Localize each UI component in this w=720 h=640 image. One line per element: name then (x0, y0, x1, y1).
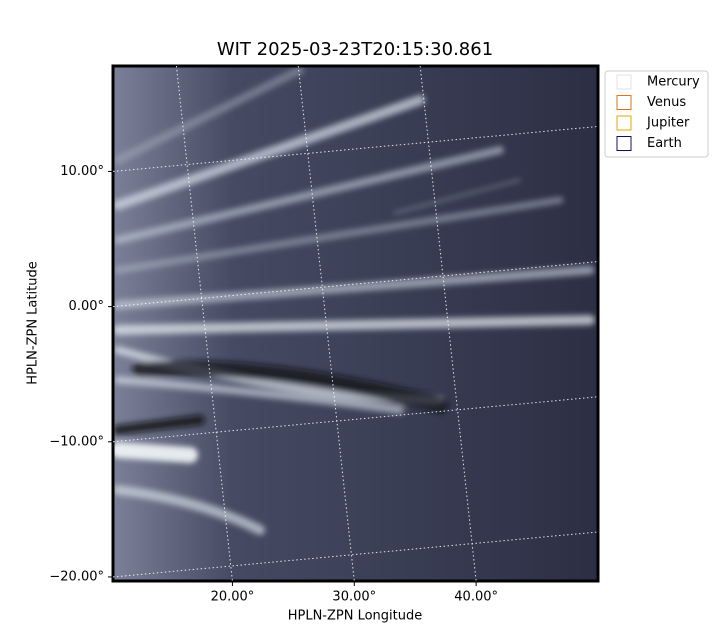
x-axis-label: HPLN-ZPN Longitude (288, 609, 423, 624)
legend-swatch (616, 115, 632, 131)
grid-line (112, 261, 599, 308)
legend-swatch (616, 95, 632, 110)
x-tick-label: 20.00° (211, 590, 255, 605)
legend-label: Jupiter (646, 116, 690, 131)
y-tick-label: −10.00° (49, 434, 104, 449)
legend: Mercury Venus Jupiter Earth (604, 70, 709, 158)
image-frame (111, 64, 600, 583)
legend-label: Mercury (647, 75, 700, 90)
legend-label: Venus (647, 95, 686, 110)
y-axis-label: HPLN-ZPN Latitude (26, 261, 41, 384)
grid-line (112, 125, 599, 172)
y-tick-label: −20.00° (49, 569, 104, 584)
y-tick-label: 10.00° (60, 164, 104, 179)
y-tick-label: 0.00° (69, 299, 104, 314)
streamers (113, 66, 595, 535)
legend-swatch (616, 74, 632, 90)
grid-line (112, 531, 599, 578)
chart-title: WIT 2025-03-23T20:15:30.861 (217, 39, 493, 60)
grid-line (112, 396, 599, 443)
legend-swatch (616, 136, 632, 151)
legend-box (604, 70, 709, 158)
legend-label: Earth (647, 136, 682, 151)
x-tick-label: 30.00° (332, 590, 376, 605)
x-tick-label: 40.00° (454, 590, 498, 605)
